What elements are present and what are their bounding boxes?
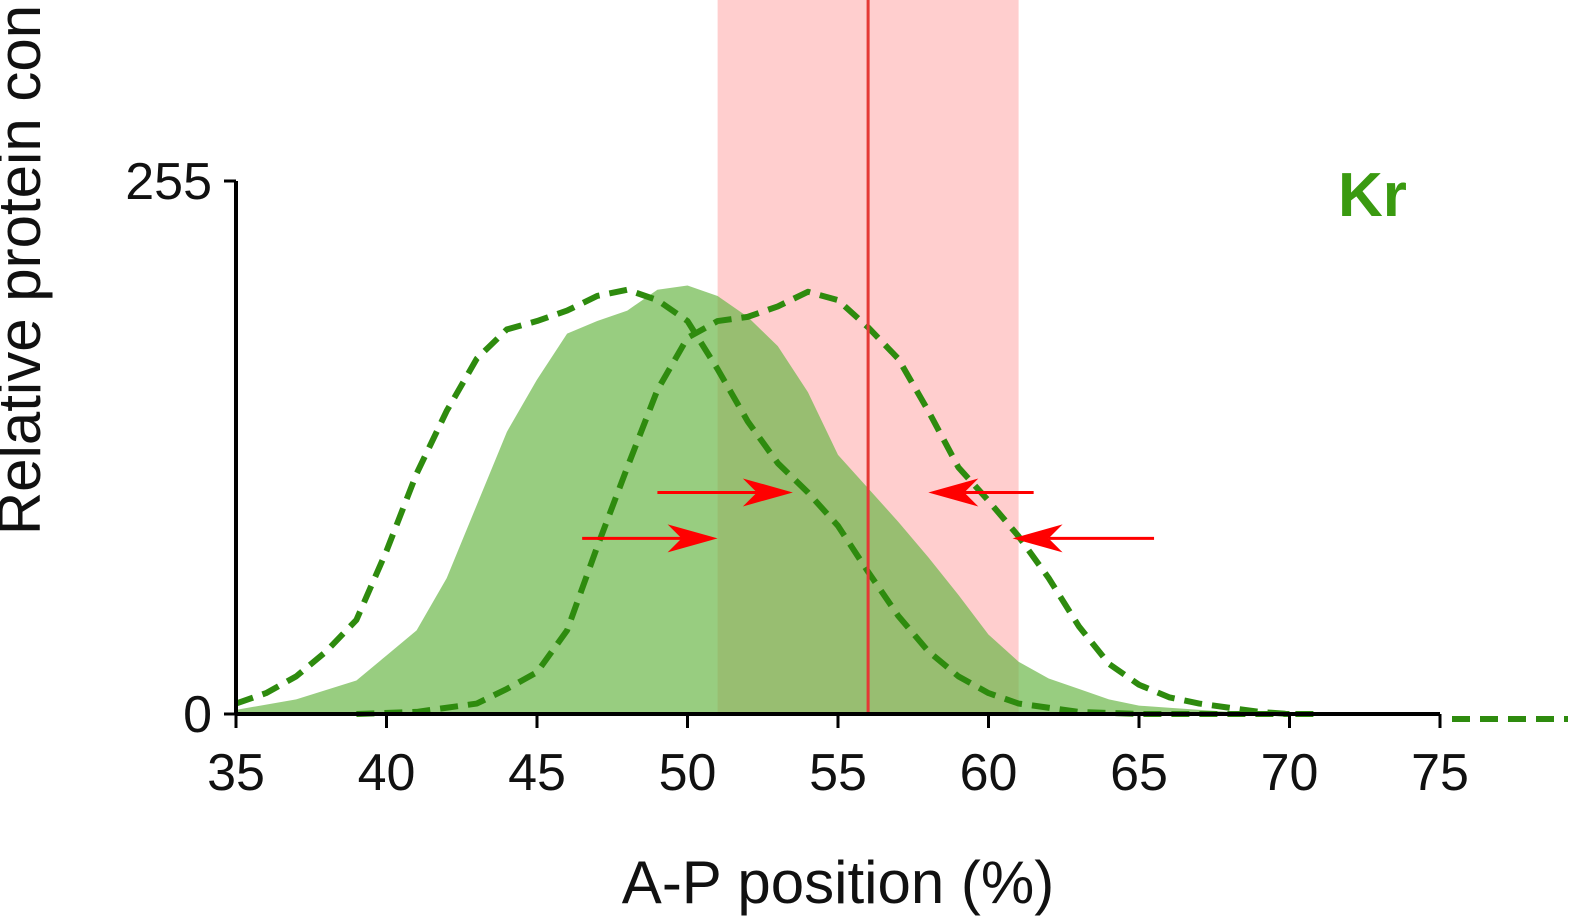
x-tick-label: 35	[207, 744, 265, 802]
y-tick-label: 0	[183, 686, 212, 744]
x-tick-label: 75	[1411, 744, 1469, 802]
arrow-left-4	[1012, 524, 1155, 553]
series-filled-area	[236, 285, 1440, 714]
x-tick-label: 55	[809, 744, 867, 802]
x-tick-label: 65	[1110, 744, 1168, 802]
arrow-left-3	[928, 478, 1034, 507]
x-tick-label: 60	[960, 744, 1018, 802]
arrow-right-2	[582, 524, 718, 553]
y-tick-label: 255	[125, 153, 212, 211]
x-tick-label: 45	[508, 744, 566, 802]
tick-layer: 35 40 45 50 55 60 65 70 75 0 255	[125, 153, 1469, 802]
arrow-layer	[582, 478, 1155, 553]
y-axis-title: Relative protein con	[0, 5, 53, 535]
filled-series-layer	[236, 285, 1440, 714]
x-tick-label: 70	[1261, 744, 1319, 802]
series-label-kr: Kr	[1338, 161, 1407, 230]
x-tick-label: 50	[659, 744, 717, 802]
arrow-right-1	[657, 478, 793, 507]
x-tick-label: 40	[358, 744, 416, 802]
x-axis-title: A-P position (%)	[622, 849, 1054, 916]
series-dashed-line-1	[235, 286, 1290, 717]
